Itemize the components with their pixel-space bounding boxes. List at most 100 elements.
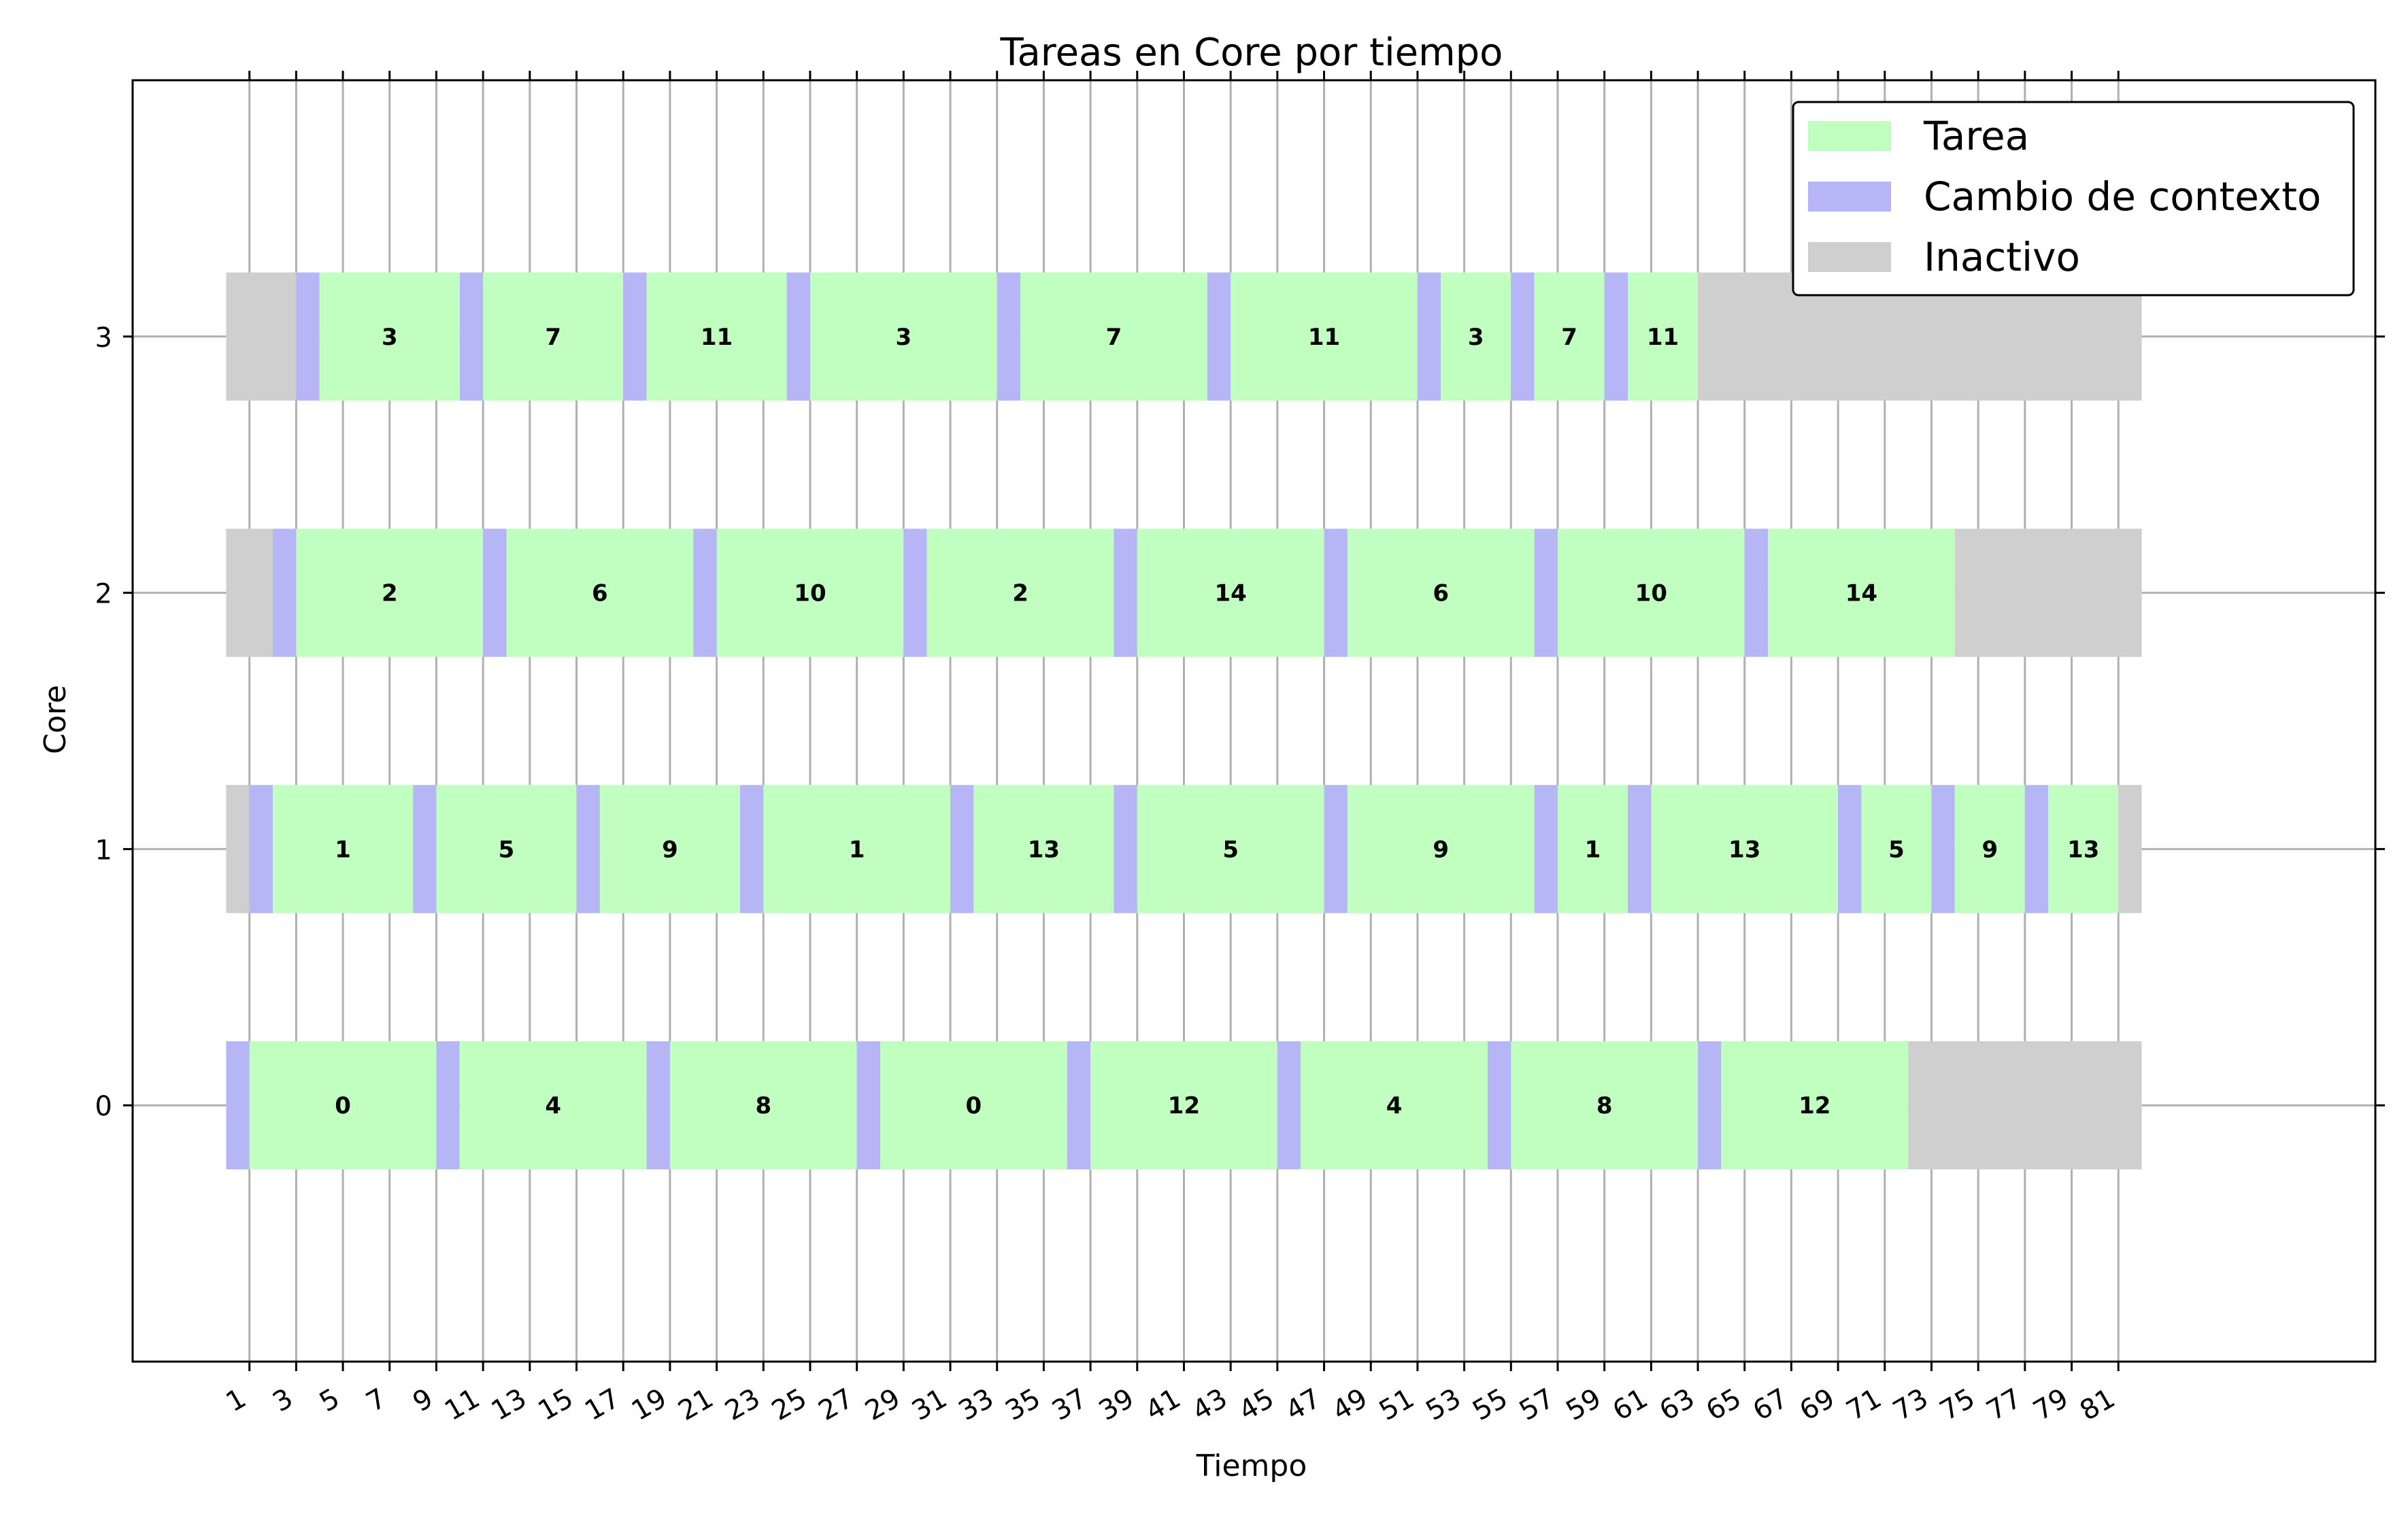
x-tick-label: 43: [1187, 1383, 1233, 1427]
task-bar: [809, 272, 997, 401]
task-label: 6: [1433, 580, 1449, 607]
x-tick-label: 71: [1841, 1383, 1887, 1427]
x-tick-label: 25: [767, 1383, 812, 1427]
task-label: 11: [1647, 324, 1679, 351]
task-label: 4: [1386, 1092, 1403, 1119]
x-tick-label: 3: [267, 1383, 298, 1419]
task-label: 7: [545, 324, 561, 351]
x-tick-label: 41: [1140, 1383, 1186, 1427]
x-tick-label: 17: [580, 1383, 625, 1427]
x-tick-label: 45: [1234, 1383, 1280, 1427]
x-axis-label: Tiempo: [1196, 1449, 1307, 1483]
x-tick-label: 49: [1327, 1383, 1373, 1427]
context-switch-bar: [1114, 785, 1137, 913]
x-tick-label: 65: [1701, 1383, 1747, 1427]
context-switch-bar: [1534, 785, 1558, 913]
context-switch-bar: [693, 528, 717, 657]
legend-label-task: Tarea: [1923, 113, 2029, 159]
plot-frame: [131, 79, 2377, 1363]
task-bar: [716, 528, 904, 657]
task-label: 5: [1888, 836, 1905, 863]
y-axis-label: Core: [38, 685, 73, 754]
x-tick-label: 61: [1607, 1383, 1653, 1427]
context-switch-bar: [483, 528, 507, 657]
task-bar: [1347, 528, 1535, 657]
task-bar: [646, 272, 787, 401]
task-bar: [1534, 272, 1605, 401]
idle-bar: [226, 272, 297, 401]
legend-swatch-context-switch: [1808, 182, 1891, 212]
task-label: 14: [1845, 580, 1877, 607]
x-tick-label: 51: [1374, 1383, 1420, 1427]
task-bar: [1557, 785, 1628, 913]
task-label: 3: [1468, 324, 1484, 351]
context-switch-bar: [226, 1041, 250, 1170]
context-switch-bar: [273, 528, 297, 657]
x-tick-label: 13: [486, 1383, 532, 1427]
context-switch-bar: [856, 1041, 880, 1170]
x-tick-label: 1: [221, 1383, 252, 1419]
idle-bar: [226, 528, 273, 657]
x-tick-label: 67: [1748, 1383, 1793, 1427]
x-tick-label: 15: [533, 1383, 578, 1427]
y-tick-label: 3: [95, 322, 112, 354]
x-tick-label: 79: [2028, 1383, 2073, 1427]
task-label: 3: [382, 324, 398, 351]
task-label: 14: [1214, 580, 1246, 607]
task-bar: [273, 785, 414, 913]
x-tick-label: 59: [1561, 1383, 1607, 1427]
task-bar: [436, 785, 577, 913]
context-switch-bar: [997, 272, 1021, 401]
legend-swatch-idle: [1808, 242, 1891, 272]
context-switch-bar: [1114, 528, 1137, 657]
task-label: 9: [1433, 836, 1449, 863]
task-label: 1: [335, 836, 351, 863]
task-bar: [1020, 272, 1207, 401]
task-bar: [1301, 1041, 1488, 1170]
context-switch-bar: [786, 272, 810, 401]
context-switch-bar: [1067, 1041, 1091, 1170]
x-tick-label: 9: [407, 1383, 438, 1419]
x-tick-label: 29: [860, 1383, 905, 1427]
context-switch-bar: [950, 785, 974, 913]
task-bar: [1511, 1041, 1699, 1170]
task-bar: [669, 1041, 857, 1170]
context-switch-bar: [249, 785, 273, 913]
x-tick-label: 47: [1280, 1383, 1326, 1427]
context-switch-bar: [1628, 785, 1652, 913]
context-switch-bar: [413, 785, 437, 913]
task-label: 12: [1168, 1092, 1200, 1119]
task-bar: [2048, 785, 2119, 913]
x-tick-label: 69: [1794, 1383, 1840, 1427]
task-bar: [1347, 785, 1535, 913]
task-bar: [1721, 1041, 1909, 1170]
task-bar: [319, 272, 460, 401]
context-switch-bar: [1511, 272, 1535, 401]
context-switch-bar: [1324, 528, 1348, 657]
task-label: 11: [701, 324, 733, 351]
y-tick-label: 2: [95, 579, 112, 610]
task-label: 12: [1799, 1092, 1830, 1119]
context-switch-bar: [623, 272, 647, 401]
task-label: 13: [1728, 836, 1760, 863]
context-switch-bar: [646, 1041, 670, 1170]
context-switch-bar: [459, 272, 484, 401]
context-switch-bar: [1487, 1041, 1511, 1170]
legend-label-idle: Inactivo: [1924, 234, 2080, 280]
idle-bar: [2118, 785, 2142, 913]
chart-title: Tareas en Core por tiempo: [1000, 31, 1503, 75]
context-switch-bar: [1417, 272, 1441, 401]
context-switch-bar: [903, 528, 927, 657]
task-bar: [1861, 785, 1932, 913]
context-switch-bar: [739, 785, 764, 913]
task-label: 5: [499, 836, 515, 863]
task-label: 8: [755, 1092, 771, 1119]
task-label: 0: [966, 1092, 982, 1119]
x-tick-label: 55: [1467, 1383, 1513, 1427]
task-bar: [1557, 528, 1745, 657]
task-bar: [880, 1041, 1067, 1170]
task-label: 1: [1585, 836, 1601, 863]
task-label: 13: [2067, 836, 2099, 863]
